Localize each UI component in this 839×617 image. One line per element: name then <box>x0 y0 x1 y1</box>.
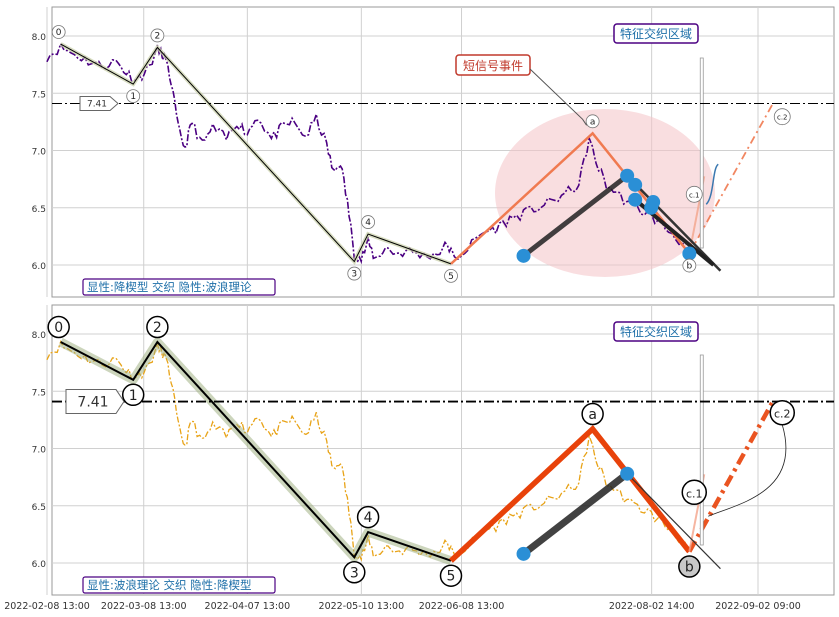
y-tick-label: 7.5 <box>32 388 46 398</box>
wave-label-circle <box>685 185 703 203</box>
event-annotation-text: 短信号事件 <box>463 59 523 73</box>
annotation-curve <box>705 163 719 205</box>
region-annotation-text: 特征交织区域 <box>620 26 692 41</box>
wave-label-circle <box>146 315 169 339</box>
region-annotation-box <box>613 321 699 342</box>
annotation-curve <box>708 424 787 517</box>
wedge-upper-line <box>521 470 630 557</box>
marker-bar <box>699 354 704 546</box>
x-tick-label: 2022-03-08 13:00 <box>101 601 187 612</box>
hline-label-text: 7.41 <box>77 395 108 411</box>
wedge-point-marker <box>620 466 635 481</box>
wedge-point-marker <box>628 177 643 192</box>
wave-label-circle <box>51 25 66 39</box>
projection-line <box>688 104 774 254</box>
x-tick-label: 2022-06-08 13:00 <box>419 601 505 612</box>
wedge-point-marker <box>682 246 697 261</box>
wave-label-circle <box>678 555 701 578</box>
wedge-point-marker <box>620 168 635 183</box>
chart-panel-1: 6.0 6.5 7.0 7.5 8.0 7.41 0 1 2 3 4 5 a b c.1 c.2 显性:降楔型 … <box>32 6 835 298</box>
x-tick-label: 2022-08-02 14:00 <box>609 601 695 612</box>
x-tick-label: 2022-09-02 09:00 <box>715 601 801 612</box>
y-tick-label: 6.0 <box>32 262 47 272</box>
hline-label-box <box>65 389 125 415</box>
wave-label-circle <box>444 268 458 283</box>
price-line <box>46 340 687 562</box>
y-tick-label: 6.0 <box>32 560 47 570</box>
wave-label-text: 3 <box>350 565 359 581</box>
wave-label-circle <box>585 114 600 129</box>
x-tick-label: 2022-04-07 13:00 <box>205 601 291 612</box>
wave-label-text: 5 <box>447 569 456 585</box>
y-tick-label: 6.5 <box>32 503 46 513</box>
corrective-wave <box>450 131 691 265</box>
wedge-lower-line <box>626 473 721 570</box>
x-tick-label: 2022-02-08 13:00 <box>4 601 90 612</box>
wave-label-text: 5 <box>448 272 454 282</box>
wave-label-circle <box>361 215 376 229</box>
caption-text: 显性:降楔型 交织 隐性:波浪理论 <box>87 280 252 294</box>
wave-label-circle <box>356 505 380 529</box>
hline-label-text: 7.41 <box>87 100 107 110</box>
region-annotation-text: 特征交织区域 <box>620 324 692 339</box>
wedge-point-marker <box>646 195 661 210</box>
x-tick-label: 2022-05-10 13:00 <box>319 601 405 612</box>
y-tick-label: 7.0 <box>32 446 47 456</box>
region-annotation-box <box>613 23 699 44</box>
wave-label-text: 4 <box>364 510 373 526</box>
hline-label-box <box>79 96 119 112</box>
wedge-lower-line <box>626 174 722 272</box>
wave-label-circle <box>150 28 165 43</box>
wave-label-circle <box>681 479 708 506</box>
wedge-point-marker <box>516 546 531 561</box>
plot-frame <box>51 6 835 298</box>
event-annotation-box <box>455 54 531 76</box>
wave-label-text: 0 <box>54 320 63 336</box>
wave-label-text: 1 <box>130 92 136 102</box>
wave-label-circle <box>773 108 791 126</box>
wave-line <box>60 340 452 562</box>
wave-label-text: c.2 <box>774 408 791 421</box>
wave-line <box>60 43 452 265</box>
wedge-point-marker <box>628 192 643 207</box>
caption-text: 显性:波浪理论 交织 隐性:降楔型 <box>87 578 252 592</box>
wave-label-text: c.1 <box>686 487 703 500</box>
wave-label-circle <box>121 383 145 407</box>
wave-label-circle <box>343 561 366 584</box>
wedge-point-marker <box>516 248 531 263</box>
wave-label-text: b <box>686 262 692 272</box>
wave-label-text: b <box>685 560 694 576</box>
wave-label-circle <box>581 402 604 426</box>
wave-label-circle <box>47 315 70 339</box>
caption-box <box>82 278 276 296</box>
chart-panel-2: 6.0 6.5 7.0 7.5 8.0 7.41 0 1 2 3 4 5 a b c.1 c.2 显性:波浪理论… <box>32 304 835 596</box>
y-tick-label: 7.0 <box>32 148 47 158</box>
corrective-wave <box>449 424 692 563</box>
wave-label-text: 2 <box>155 31 161 41</box>
y-tick-label: 8.0 <box>32 331 47 341</box>
wave-label-text: 1 <box>129 388 138 404</box>
event-annotation-arrow <box>529 68 588 126</box>
wave-label-circle <box>347 266 362 281</box>
marker-bar <box>699 57 704 249</box>
y-tick-label: 8.0 <box>32 33 47 43</box>
wave-label-text: c.1 <box>689 191 700 199</box>
wave-label-text: a <box>588 407 597 423</box>
wave-label-text: 2 <box>153 320 162 336</box>
wave-label-text: c.2 <box>777 114 788 122</box>
y-tick-label: 6.5 <box>32 205 46 215</box>
wave-label-text: 3 <box>351 270 357 280</box>
wave-label-text: 0 <box>56 28 62 38</box>
wave-label-text: 4 <box>365 218 371 228</box>
wave-label-circle <box>439 564 463 587</box>
wave-label-circle <box>126 89 141 103</box>
caption-box <box>82 576 276 594</box>
wave-label-text: a <box>590 117 596 127</box>
wedge-upper-line <box>522 173 629 258</box>
wave-label-circle <box>682 258 697 273</box>
y-tick-label: 7.5 <box>32 90 46 100</box>
